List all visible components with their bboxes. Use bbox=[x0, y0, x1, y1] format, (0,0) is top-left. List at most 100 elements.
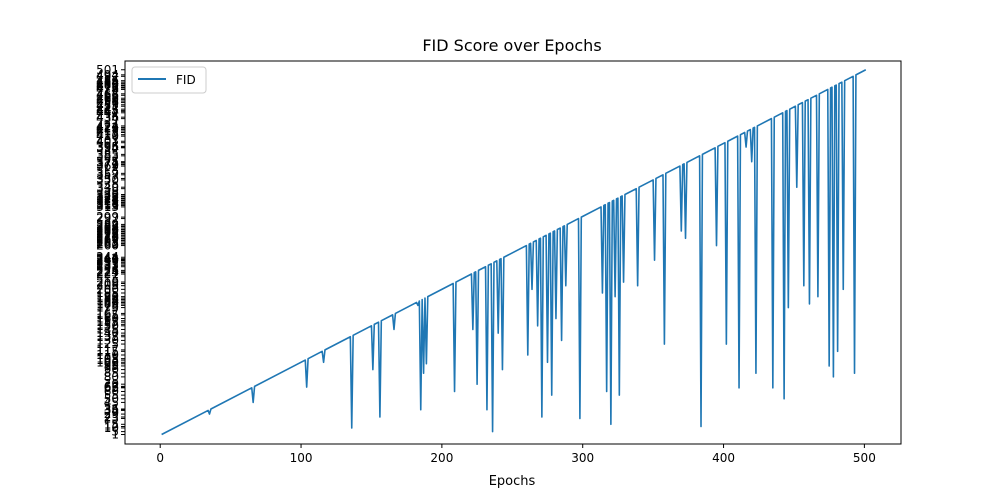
y-tick-label: 152 bbox=[96, 317, 119, 331]
y-tick-label: 479 bbox=[96, 79, 119, 93]
y-tick-label: 103 bbox=[96, 353, 119, 367]
y-tick-label: 422 bbox=[96, 120, 119, 134]
y-tick-label: 66 bbox=[104, 380, 119, 394]
y-tick-label: 444 bbox=[96, 104, 119, 118]
y-tick-label: 100 bbox=[96, 355, 119, 369]
y-tick-label: 155 bbox=[96, 315, 119, 329]
y-tick-label: 29 bbox=[104, 407, 119, 421]
y-tick-label: 492 bbox=[96, 69, 119, 83]
y-tick-label: 80 bbox=[104, 370, 119, 384]
y-tick-label: 55 bbox=[104, 388, 119, 402]
series-line-fid bbox=[161, 69, 867, 436]
y-tick-label: 474 bbox=[96, 82, 119, 96]
y-tick-label: 178 bbox=[96, 298, 119, 312]
y-tick-label: 224 bbox=[96, 265, 119, 279]
y-tick-label: 466 bbox=[96, 88, 119, 102]
y-tick-label: 36 bbox=[104, 402, 119, 416]
y-tick-label: 167 bbox=[96, 306, 119, 320]
y-tick-label: 34 bbox=[104, 403, 119, 417]
y-tick-label: 297 bbox=[96, 212, 119, 226]
y-tick-label: 240 bbox=[96, 253, 119, 267]
y-tick-label: 371 bbox=[96, 158, 119, 172]
y-tick-label: 330 bbox=[96, 188, 119, 202]
plot-frame bbox=[124, 60, 902, 445]
y-tick-label: 125 bbox=[96, 337, 119, 351]
y-tick-label: 313 bbox=[96, 200, 119, 214]
x-axis-label: Epochs bbox=[489, 474, 536, 489]
y-tick-label: 462 bbox=[96, 91, 119, 105]
y-tick-label: 157 bbox=[96, 314, 119, 328]
y-tick-label: 442 bbox=[96, 106, 119, 120]
y-tick-label: 263 bbox=[96, 236, 119, 250]
y-tick-label: 35 bbox=[104, 403, 119, 417]
y-tick-label: 233 bbox=[96, 258, 119, 272]
y-tick-label: 272 bbox=[96, 230, 119, 244]
y-tick-label: 486 bbox=[96, 74, 119, 88]
y-tick-label: 270 bbox=[96, 231, 119, 245]
legend: FID bbox=[131, 66, 207, 94]
x-axis: 0 100 200 300 400 500 bbox=[156, 444, 876, 465]
y-axis: 1510121523252934353645505560656667708085… bbox=[96, 63, 125, 442]
y-tick-label: 160 bbox=[96, 312, 119, 326]
plot-area bbox=[124, 60, 902, 445]
y-tick-label: 242 bbox=[96, 252, 119, 266]
y-tick-label: 182 bbox=[96, 295, 119, 309]
y-tick-label: 319 bbox=[96, 196, 119, 210]
y-tick-label: 235 bbox=[96, 257, 119, 271]
y-tick-label: 277 bbox=[96, 226, 119, 240]
y-tick-label: 394 bbox=[96, 141, 119, 155]
y-tick-label: 205 bbox=[96, 279, 119, 293]
y-tick-label: 223 bbox=[96, 266, 119, 280]
y-tick-label: 145 bbox=[96, 322, 119, 336]
y-tick-label: 316 bbox=[96, 198, 119, 212]
y-tick-label: 350 bbox=[96, 173, 119, 187]
x-tick-label: 400 bbox=[712, 451, 735, 465]
y-tick-label: 85 bbox=[104, 366, 119, 380]
y-tick-label: 210 bbox=[96, 275, 119, 289]
y-tick-label: 190 bbox=[96, 290, 119, 304]
y-tick-label: 436 bbox=[96, 110, 119, 124]
y-tick-label: 5 bbox=[111, 425, 119, 439]
y-tick-label: 447 bbox=[96, 102, 119, 116]
x-tick-label: 500 bbox=[853, 451, 876, 465]
y-tick-label: 267 bbox=[96, 233, 119, 247]
y-tick-label: 396 bbox=[96, 139, 119, 153]
y-tick-label: 445 bbox=[96, 104, 119, 118]
x-tick-label: 300 bbox=[571, 451, 594, 465]
y-tick-label: 451 bbox=[96, 99, 119, 113]
y-tick-label: 318 bbox=[96, 196, 119, 210]
y-tick-label: 494 bbox=[96, 68, 119, 82]
y-tick-label: 477 bbox=[96, 80, 119, 94]
y-tick-label: 90 bbox=[104, 363, 119, 377]
y-tick-label: 421 bbox=[96, 121, 119, 135]
y-tick-label: 460 bbox=[96, 93, 119, 107]
y-tick-label: 195 bbox=[96, 286, 119, 300]
y-tick-label: 328 bbox=[96, 189, 119, 203]
y-tick-label: 262 bbox=[96, 237, 119, 251]
y-tick-label: 369 bbox=[96, 159, 119, 173]
y-tick-label: 186 bbox=[96, 293, 119, 307]
y-tick-label: 200 bbox=[96, 282, 119, 296]
y-tick-label: 338 bbox=[96, 182, 119, 196]
y-tick-label: 395 bbox=[96, 140, 119, 154]
y-tick-label: 403 bbox=[96, 134, 119, 148]
y-tick-label: 324 bbox=[96, 192, 119, 206]
y-tick-label: 374 bbox=[96, 155, 119, 169]
y-tick-label: 105 bbox=[96, 352, 119, 366]
y-tick-label: 456 bbox=[96, 96, 119, 110]
y-tick-label: 322 bbox=[96, 193, 119, 207]
y-tick-label: 424 bbox=[96, 119, 119, 133]
y-tick-label: 45 bbox=[104, 395, 119, 409]
y-tick-label: 65 bbox=[104, 381, 119, 395]
y-tick-label: 165 bbox=[96, 308, 119, 322]
y-tick-label: 401 bbox=[96, 136, 119, 150]
y-tick-label: 15 bbox=[104, 417, 119, 431]
y-tick-label: 269 bbox=[96, 232, 119, 246]
y-tick-label: 67 bbox=[104, 379, 119, 393]
y-tick-label: 274 bbox=[96, 228, 119, 242]
y-tick-label: 280 bbox=[96, 224, 119, 238]
y-tick-label: 239 bbox=[96, 254, 119, 268]
y-tick-label: 501 bbox=[96, 63, 119, 77]
y-tick-label: 325 bbox=[96, 191, 119, 205]
